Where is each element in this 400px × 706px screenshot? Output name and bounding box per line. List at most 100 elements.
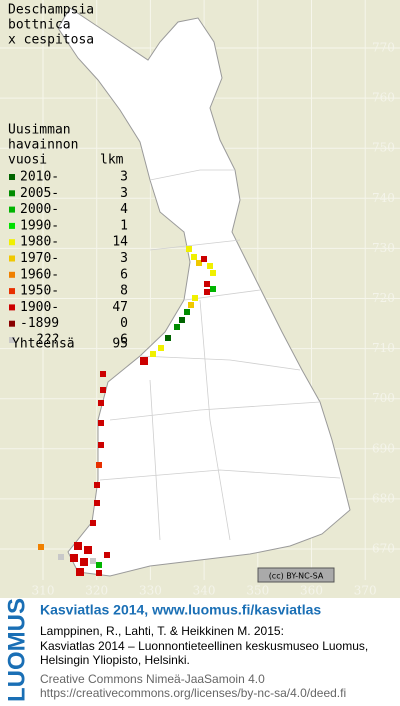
legend-count: 1: [120, 218, 128, 233]
x-axis-label: 370: [354, 584, 377, 598]
legend-swatch: [9, 288, 15, 295]
license-badge: (cc) BY-NC-SA: [257, 567, 335, 583]
legend-swatch: [9, 222, 15, 229]
legend-swatch: [9, 190, 15, 197]
legend-count: 4: [120, 202, 128, 217]
occurrence-square: [158, 345, 164, 351]
occurrence-square: [38, 544, 44, 550]
legend-count: 8: [120, 284, 128, 299]
occurrence-square: [184, 309, 190, 315]
occurrence-square: [186, 246, 192, 252]
occurrence-square: [150, 351, 156, 357]
occurrence-square: [98, 400, 104, 406]
legend-count: 0: [120, 316, 128, 331]
legend-swatch: [9, 255, 15, 262]
footer-heading[interactable]: Kasviatlas 2014, www.luomus.fi/kasviatla…: [40, 602, 321, 618]
occurrence-square: [204, 281, 210, 287]
legend-swatch: [9, 304, 15, 311]
occurrence-square: [179, 317, 185, 323]
legend-swatch: [9, 271, 15, 278]
occurrence-square: [94, 500, 100, 506]
y-axis-label: 740: [372, 191, 395, 205]
legend-label: 2005-: [20, 186, 59, 201]
license-badge-text: (cc) BY-NC-SA: [269, 572, 324, 581]
y-axis-label: 690: [372, 441, 395, 455]
legend-label: 2010-: [20, 170, 59, 185]
footer-background: [0, 598, 400, 702]
legend-label: 1970-: [20, 251, 59, 266]
occurrence-square: [96, 570, 102, 576]
occurrence-square: [76, 568, 84, 576]
occurrence-square: [94, 482, 100, 488]
license-badge-box: [257, 567, 335, 583]
license-line[interactable]: https://creativecommons.org/licenses/by-…: [40, 686, 346, 700]
legend-swatch: [9, 320, 15, 327]
species-title: bottnica: [8, 18, 71, 33]
legend-count: 3: [120, 186, 128, 201]
legend-header: vuosi: [8, 153, 47, 168]
x-axis-label: 320: [85, 584, 108, 598]
legend: 2010- 3 2005- 3 2000- 4 1990- 1 1980- 14 1970- 3 196…: [9, 170, 128, 348]
x-axis-label: 360: [300, 584, 323, 598]
legend-count: 3: [120, 251, 128, 266]
occurrence-square: [96, 462, 102, 468]
legend-total: 95: [112, 337, 128, 352]
occurrence-square: [174, 324, 180, 330]
legend-label: ???: [36, 333, 59, 348]
y-axis-label: 760: [372, 91, 395, 105]
legend-count: 47: [112, 300, 128, 315]
occurrence-square: [188, 302, 194, 308]
occurrence-square: [210, 270, 216, 276]
occurrence-square: [58, 554, 64, 560]
legend-count-header: lkm: [100, 153, 124, 168]
occurrence-square: [90, 520, 96, 526]
logo: LUOMUS: [3, 598, 30, 702]
legend-count: 6: [120, 267, 128, 282]
occurrence-square: [192, 295, 198, 301]
region-borders: [99, 169, 341, 541]
y-axis-label: 730: [372, 241, 395, 255]
legend-header: havainnon: [8, 138, 78, 153]
y-axis-label: 670: [372, 542, 395, 556]
occurrence-square: [204, 289, 210, 295]
license-line: Creative Commons Nimeä-JaaSamoin 4.0: [40, 672, 265, 686]
occurrence-square: [191, 254, 197, 260]
occurrence-square: [84, 546, 92, 554]
legend-header: Uusimman: [8, 123, 71, 138]
occurrence-square: [140, 357, 148, 365]
y-axis-label: 770: [372, 41, 395, 55]
occurrence-square: [210, 286, 216, 292]
occurrence-square: [100, 371, 106, 377]
legend-swatch: [9, 239, 15, 246]
y-axis-label: 720: [372, 291, 395, 305]
legend-label: 1980-: [20, 235, 59, 250]
occurrence-square: [201, 256, 207, 262]
occurrence-square: [196, 260, 202, 266]
occurrence-square: [96, 562, 102, 568]
legend-label: 1950-: [20, 284, 59, 299]
legend-swatch: [9, 337, 15, 343]
y-axis-label: 750: [372, 141, 395, 155]
occurrence-square: [80, 558, 88, 566]
occurrence-squares: [38, 246, 216, 576]
citation-line: Kasviatlas 2014 – Luonnontieteellinen ke…: [40, 639, 368, 653]
legend-label: 2000-: [20, 202, 59, 217]
occurrence-square: [104, 552, 110, 558]
occurrence-square: [100, 387, 106, 393]
occurrence-square: [98, 442, 104, 448]
x-axis-label: 330: [139, 584, 162, 598]
occurrence-square: [98, 420, 104, 426]
occurrence-square: [90, 558, 96, 564]
citation-line: Helsingin Yliopisto, Helsinki.: [40, 653, 190, 667]
legend-swatch: [9, 174, 15, 180]
occurrence-square: [165, 335, 171, 341]
legend-label: 1990-: [20, 218, 59, 233]
x-axis-label: 340: [193, 584, 216, 598]
legend-total-label: Yhteensä: [12, 337, 75, 352]
x-axis-label: 350: [246, 584, 269, 598]
citation-line: Lamppinen, R., Lahti, T. & Heikkinen M. …: [40, 624, 284, 638]
legend-count: 3: [120, 170, 128, 185]
legend-label: 1900-: [20, 300, 59, 315]
legend-label: -1899: [20, 316, 59, 331]
